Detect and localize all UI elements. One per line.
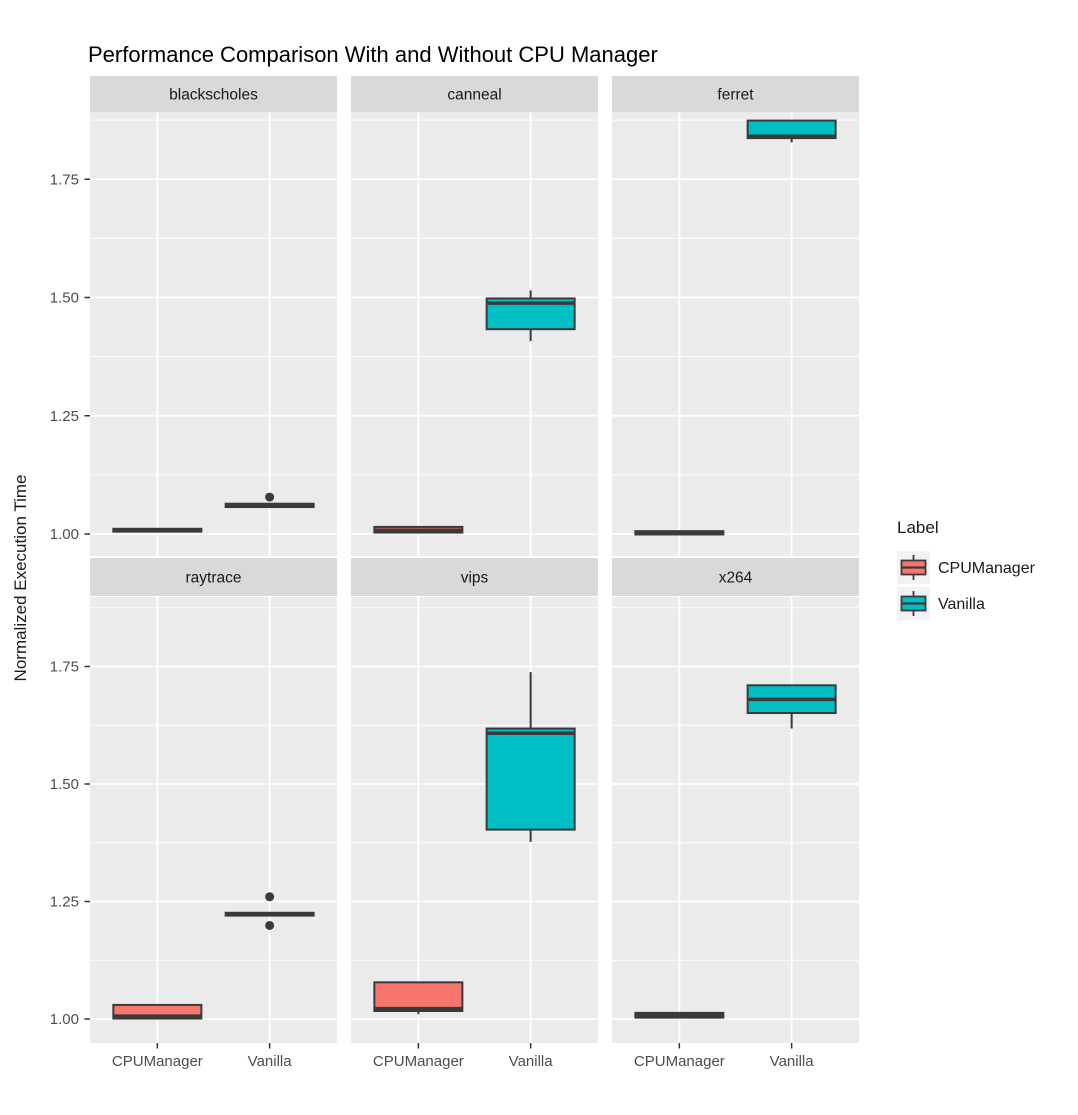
y-tick-label: 1.75 (50, 659, 79, 676)
x-category-label: CPUManager (373, 1053, 464, 1070)
facet-strip-canneal (351, 76, 598, 112)
facet-strip-label-canneal: canneal (447, 87, 501, 104)
facet-panel-canneal (351, 112, 598, 556)
box-vips-Vanilla (485, 672, 576, 842)
y-axis-title: Normalized Execution Time (11, 475, 30, 682)
facet-panel-ferret (612, 112, 859, 556)
box-rect (746, 119, 837, 140)
legend-title: Label (897, 518, 939, 537)
y-tick-label: 1.50 (50, 776, 79, 793)
legend-item-label: Vanilla (938, 596, 985, 613)
x-category-label: CPUManager (112, 1053, 203, 1070)
x-category-label: CPUManager (634, 1053, 725, 1070)
facet-strip-label-ferret: ferret (717, 87, 754, 104)
outlier-point (265, 892, 275, 902)
box-x264-CPUManager (634, 1011, 725, 1019)
box-ferret-Vanilla (746, 119, 837, 143)
box-raytrace-Vanilla (224, 892, 315, 930)
facet-panel-raytrace (90, 597, 337, 1043)
box-rect (485, 727, 576, 831)
facet-strip-label-blackscholes: blackscholes (169, 87, 258, 104)
y-tick-label: 1.50 (50, 290, 79, 307)
facet-strip-label-x264: x264 (719, 570, 753, 587)
facet-strip-vips (351, 558, 598, 596)
facet-panel-blackscholes (90, 112, 337, 556)
y-tick-label: 1.75 (50, 171, 79, 188)
box-vips-CPUManager (373, 981, 464, 1015)
y-tick-label: 1.25 (50, 894, 79, 911)
box-x264-Vanilla (746, 684, 837, 729)
box-ferret-CPUManager (634, 530, 725, 536)
facet-strip-raytrace (90, 558, 337, 596)
box-canneal-CPUManager (373, 525, 464, 534)
box-canneal-Vanilla (485, 290, 576, 342)
facet-strip-x264 (612, 558, 859, 596)
y-tick-label: 1.00 (50, 1011, 79, 1028)
x-category-label: Vanilla (248, 1053, 293, 1070)
legend: Label CPUManager Vanilla (897, 518, 1036, 620)
y-tick-label: 1.00 (50, 526, 79, 543)
box-blackscholes-Vanilla (224, 492, 315, 509)
facet-strip-blackscholes (90, 76, 337, 112)
plot-title: Performance Comparison With and Without … (88, 42, 658, 67)
facet-panel-x264 (612, 597, 859, 1043)
facet-panels-layer: blackscholes 1.00 1.25 1.50 1.75 canneal ferre… (50, 76, 859, 1070)
legend-item-CPUManager: CPUManager (897, 551, 1036, 584)
box-raytrace-CPUManager (112, 1003, 203, 1020)
outlier-point (265, 920, 275, 930)
x-category-label: Vanilla (509, 1053, 554, 1070)
legend-item-label: CPUManager (938, 560, 1036, 577)
box-blackscholes-CPUManager (112, 527, 203, 533)
facet-strip-label-vips: vips (461, 570, 489, 587)
outlier-point (265, 492, 275, 502)
y-tick-label: 1.25 (50, 408, 79, 425)
facet-strip-ferret (612, 76, 859, 112)
facet-strip-label-raytrace: raytrace (186, 570, 242, 587)
legend-item-Vanilla: Vanilla (897, 587, 985, 620)
x-category-label: Vanilla (770, 1053, 815, 1070)
box-rect (373, 981, 464, 1013)
